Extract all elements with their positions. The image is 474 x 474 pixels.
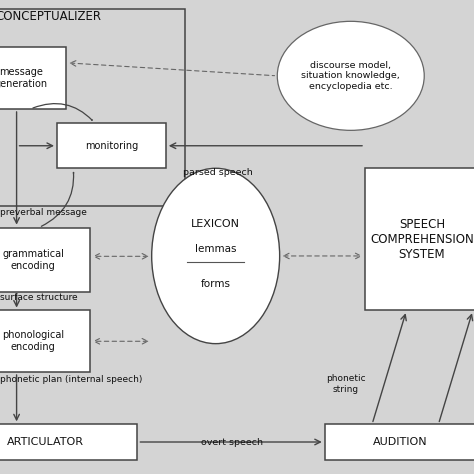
- Text: discourse model,
situation knowledge,
encyclopedia etc.: discourse model, situation knowledge, en…: [301, 61, 400, 91]
- Text: phonological
encoding: phonological encoding: [2, 330, 64, 352]
- Bar: [0, 47, 66, 109]
- Bar: [57, 123, 166, 168]
- Text: overt speech: overt speech: [201, 438, 263, 447]
- Text: ARTICULATOR: ARTICULATOR: [7, 437, 83, 447]
- Text: CONCEPTUALIZER: CONCEPTUALIZER: [0, 10, 101, 23]
- FancyArrowPatch shape: [33, 104, 92, 120]
- Bar: [0, 310, 90, 372]
- FancyArrowPatch shape: [41, 173, 74, 226]
- Bar: [0, 228, 90, 292]
- Text: parsed speech: parsed speech: [183, 168, 253, 176]
- Text: phonetic plan (internal speech): phonetic plan (internal speech): [0, 375, 142, 383]
- Bar: [0, 9, 185, 206]
- Text: LEXICON: LEXICON: [191, 219, 240, 229]
- Text: preverbal message: preverbal message: [0, 208, 87, 217]
- Text: grammatical
encoding: grammatical encoding: [2, 249, 64, 271]
- Text: forms: forms: [201, 279, 231, 290]
- Text: lemmas: lemmas: [195, 244, 237, 254]
- Text: message
generation: message generation: [0, 67, 48, 89]
- Bar: [325, 424, 474, 460]
- Text: SPEECH
COMPREHENSION
SYSTEM: SPEECH COMPREHENSION SYSTEM: [370, 218, 474, 261]
- Text: surface structure: surface structure: [0, 293, 78, 302]
- Ellipse shape: [277, 21, 424, 130]
- Bar: [0, 424, 137, 460]
- Bar: [365, 168, 474, 310]
- Text: monitoring: monitoring: [85, 141, 138, 151]
- Text: AUDITION: AUDITION: [373, 437, 428, 447]
- Ellipse shape: [152, 168, 280, 344]
- Text: phonetic
string: phonetic string: [326, 374, 366, 393]
